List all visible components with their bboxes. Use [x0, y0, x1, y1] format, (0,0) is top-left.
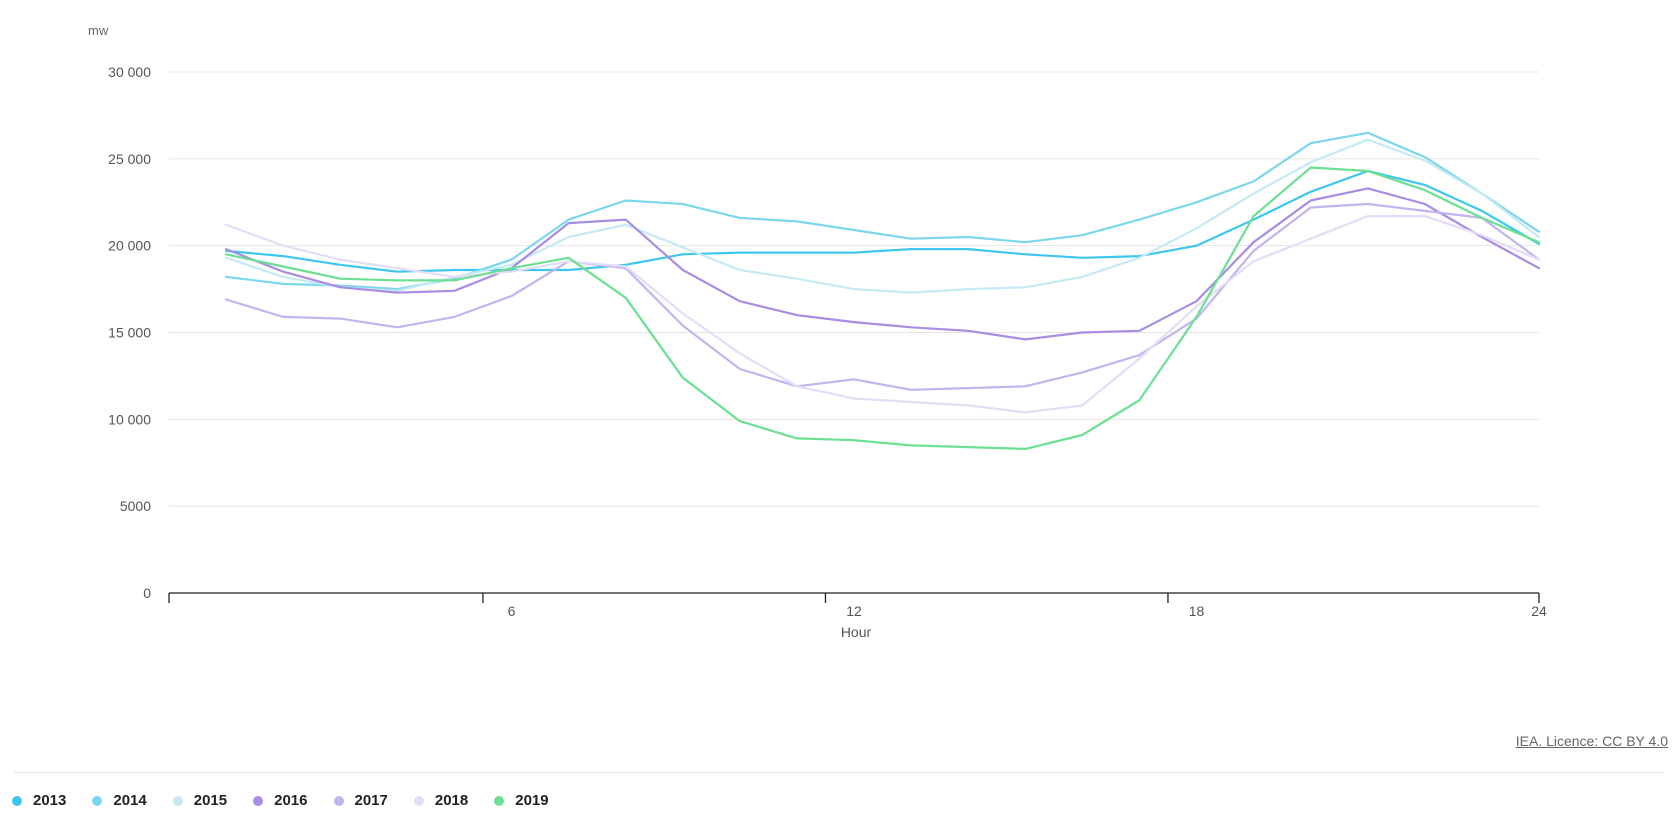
legend-label: 2019	[515, 792, 549, 809]
y-tick-label: 25 000	[108, 151, 151, 167]
legend-label: 2014	[113, 792, 147, 809]
legend-item-2017[interactable]: 2017	[333, 792, 388, 809]
legend-item-2016[interactable]: 2016	[253, 792, 308, 809]
legend-item-2014[interactable]: 2014	[92, 792, 147, 809]
x-tick-label: 24	[1531, 603, 1547, 619]
series-line-2018	[225, 215, 1541, 414]
legend-swatch	[12, 795, 22, 806]
legend-label: 2017	[354, 792, 388, 809]
y-tick-label: 20 000	[108, 238, 151, 254]
y-unit-label: mw	[88, 23, 109, 38]
legend-swatch	[413, 795, 424, 806]
legend-label: 2015	[193, 792, 228, 809]
series-line-2017	[225, 202, 1541, 391]
y-tick-label: 15 000	[108, 325, 151, 341]
series-line-2016	[225, 187, 1541, 341]
x-axis-title: Hour	[841, 624, 872, 640]
y-tick-label: 0	[143, 585, 151, 601]
legend-swatch	[172, 795, 183, 806]
series-line-2015	[225, 138, 1541, 294]
y-tick-label: 30 000	[108, 64, 151, 80]
series-line-2019	[225, 166, 1541, 450]
legend-swatch	[253, 795, 264, 806]
legend-label: 2018	[434, 792, 469, 809]
legend-swatch	[494, 795, 505, 806]
legend-label: 2016	[274, 792, 308, 809]
legend-swatch	[92, 795, 103, 806]
legend-item-2018[interactable]: 2018	[413, 792, 469, 809]
legend-item-2019[interactable]: 2019	[494, 792, 549, 809]
x-tick-label: 6	[508, 603, 516, 619]
y-tick-label: 5000	[120, 498, 151, 514]
y-tick-label: 10 000	[108, 411, 151, 427]
legend: 2013 2014 2015 2016 2017 2018 2019	[12, 792, 575, 809]
legend-divider	[14, 772, 1664, 773]
licence-link[interactable]: IEA. Licence: CC BY 4.0	[1515, 733, 1668, 749]
x-tick-label: 12	[846, 603, 862, 619]
legend-swatch	[333, 795, 344, 806]
series-line-2014	[225, 131, 1541, 291]
series-line-2013	[225, 169, 1541, 273]
x-tick-label: 18	[1189, 603, 1205, 619]
legend-item-2015[interactable]: 2015	[172, 792, 228, 809]
legend-label: 2013	[33, 792, 67, 809]
legend-item-2013[interactable]: 2013	[12, 792, 66, 809]
